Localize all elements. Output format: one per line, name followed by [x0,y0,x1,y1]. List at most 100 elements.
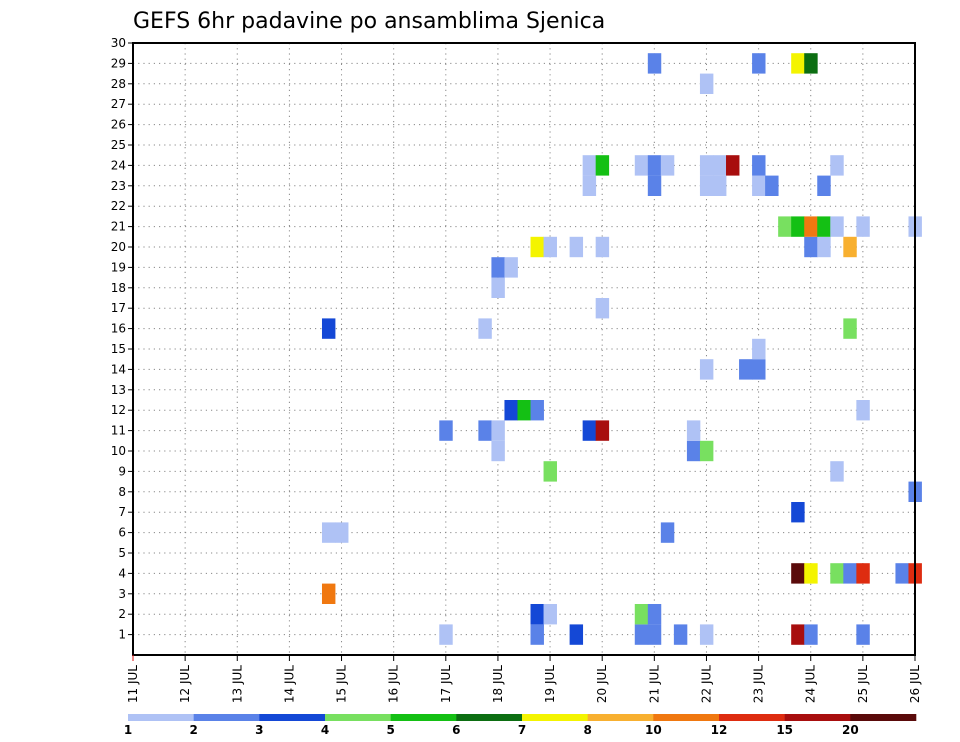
heatmap-cell [804,236,818,258]
heatmap-cell [895,563,909,584]
heatmap-cell [843,236,857,258]
legend-label: 7 [518,723,526,737]
heatmap-cell [321,522,336,543]
heatmap-cell [634,604,649,625]
heatmap-cell [647,155,662,176]
heatmap-cell [739,359,753,380]
y-tick-label: 21 [111,220,126,234]
heatmap-cell [699,155,714,176]
heatmap-cell [699,624,714,645]
heatmap-cell [439,624,453,645]
heatmap-cell [595,155,610,176]
heatmap-cell [752,155,766,176]
heatmap-cell [634,624,649,645]
x-tick-label: 12 JUL [178,665,192,703]
y-tick-label: 16 [111,322,126,336]
y-tick-label: 13 [111,383,126,397]
legend-label: 15 [776,723,793,737]
legend-swatch [193,714,260,721]
heatmap-cell [491,420,505,441]
heatmap-cell [491,440,505,462]
x-tick-label: 20 JUL [595,665,609,703]
heatmap-cell [830,155,844,176]
heatmap-cell [517,400,531,421]
y-tick-label: 17 [111,301,126,315]
heatmap-cell [530,624,544,645]
y-tick-label: 2 [118,607,126,621]
x-tick-label: 25 JUL [856,665,870,703]
legend-swatch [719,714,785,721]
legend-swatch [784,714,851,721]
heatmap-cell [843,563,857,584]
heatmap-cell [830,461,844,482]
x-tick-label: 23 JUL [752,665,766,703]
heatmap-cell [660,155,675,176]
y-tick-label: 11 [111,424,126,438]
heatmap-cell [439,420,453,441]
y-tick-label: 15 [111,342,126,356]
heatmap-cell [856,400,870,421]
y-tick-label: 20 [111,240,126,254]
legend-label: 20 [842,723,859,737]
heatmap-cell [686,420,701,441]
heatmap-cell [752,175,766,196]
heatmap-cell [804,53,818,74]
heatmap-cell [804,624,818,645]
heatmap-cell [752,359,766,380]
y-tick-label: 18 [111,281,126,295]
y-tick-label: 8 [118,485,126,499]
heatmap-cell [595,420,610,441]
x-tick-label: 17 JUL [439,665,453,703]
y-tick-label: 30 [111,36,126,50]
heatmap-cell [321,583,336,604]
x-axis-ticks: 11 JUL 12 JUL 13 JUL 14 JUL 15 JUL 16 JUL 17 J… [126,655,922,703]
heatmap-cell [843,318,857,339]
heatmap-cell [595,298,610,319]
heatmap-cell [569,624,584,645]
y-tick-label: 19 [111,260,126,274]
heatmap-cell [712,175,727,196]
legend-swatch [390,714,457,721]
y-tick-label: 23 [111,179,126,193]
heatmap-cell [699,440,714,462]
x-tick-label: 19 JUL [543,665,557,703]
heatmap-cell [830,563,844,584]
heatmap-cell [817,175,831,196]
heatmap-cell [582,420,597,441]
heatmap-cell [765,175,779,196]
y-tick-label: 27 [111,97,126,111]
heatmap-cell [582,175,597,196]
heatmap-cell [530,400,544,421]
legend-label: 4 [321,723,329,737]
heatmap-cell [726,155,740,176]
legend-swatch [850,714,917,721]
x-tick-label: 26 JUL [908,665,922,703]
y-axis-ticks: 1234567891011121314151617181920212223242… [111,36,133,642]
heatmap-cell [491,277,505,298]
heatmap-cell [478,420,492,441]
heatmap-cell [856,563,870,584]
chart-title: GEFS 6hr padavine po ansamblima Sjenica [133,9,605,34]
heatmap-cell [543,236,557,258]
x-tick-label: 22 JUL [699,665,713,703]
heatmap-cell [791,563,805,584]
legend-label: 12 [711,723,728,737]
legend-label: 5 [386,723,394,737]
heatmap-cell [804,216,818,237]
y-tick-label: 9 [118,464,126,478]
legend-swatch [522,714,588,721]
y-tick-label: 5 [118,546,126,560]
legend-swatch [587,714,654,721]
heatmap-cell [634,155,649,176]
x-tick-label: 13 JUL [230,665,244,703]
y-tick-label: 4 [118,566,126,580]
y-tick-label: 24 [111,158,126,172]
heatmap-cell [569,236,584,258]
heatmap-cell [335,522,349,543]
heatmap-cell [778,216,792,237]
legend-label: 1 [124,723,132,737]
heatmap-cell [504,400,518,421]
heatmap-cell [686,440,701,462]
heatmap-cell [804,563,818,584]
